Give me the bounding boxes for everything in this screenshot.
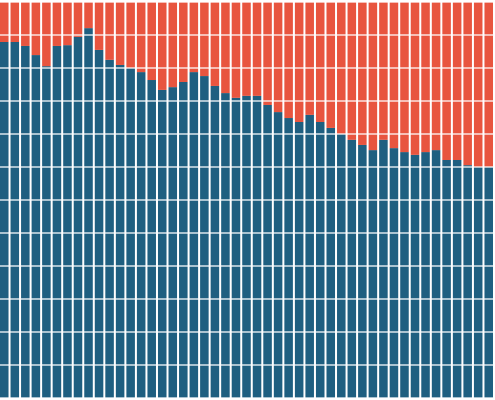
bar-segment — [484, 2, 493, 168]
bar-segment — [463, 165, 472, 398]
bar-segment — [168, 87, 178, 398]
bar-segment — [210, 85, 220, 399]
bar-segment — [273, 112, 283, 398]
bar-segment — [221, 93, 230, 398]
bar-segment — [326, 2, 336, 128]
bar-segment — [400, 152, 409, 398]
bar-segment — [168, 2, 178, 88]
bar-segment — [252, 2, 262, 96]
bar-segment — [115, 2, 125, 65]
bar-segment — [379, 139, 388, 399]
bar-segment — [0, 41, 9, 398]
bar-segment — [368, 2, 378, 151]
bar-segment — [358, 144, 367, 398]
bar-segment — [315, 121, 325, 398]
bar-segment — [42, 66, 51, 398]
bar-segment — [63, 45, 72, 398]
bar-segment — [347, 139, 357, 399]
bar-segment — [0, 2, 9, 42]
bar-segment — [431, 150, 441, 398]
bar-segment — [84, 2, 93, 29]
bar-segment — [294, 121, 304, 398]
bar-segment — [242, 2, 251, 96]
bar-segment — [94, 2, 104, 50]
bar-segment — [10, 2, 20, 42]
bar-segment — [73, 2, 83, 37]
bar-segment — [189, 72, 199, 398]
bar-segment — [389, 2, 399, 149]
bar-segment — [463, 2, 472, 166]
bar-segment — [179, 81, 188, 398]
bar-segment — [21, 45, 30, 399]
bar-segment — [421, 152, 430, 398]
bar-segment — [284, 2, 293, 119]
bar-segment — [210, 2, 220, 86]
bar-segment — [263, 104, 272, 399]
bar-segment — [252, 95, 262, 399]
bar-segment — [42, 2, 51, 67]
bar-segment — [410, 154, 420, 398]
bar-segment — [31, 55, 41, 399]
bar-segment — [473, 2, 483, 168]
bar-segment — [105, 2, 114, 60]
bar-segment — [200, 2, 209, 77]
bar-segment — [115, 64, 125, 399]
bar-segment — [389, 148, 399, 398]
bar-segment — [421, 2, 430, 153]
bar-segment — [10, 41, 20, 398]
bar-segment — [442, 2, 451, 161]
bar-segment — [410, 2, 420, 155]
bar-segment — [231, 97, 241, 398]
bar-segment — [305, 2, 314, 115]
bar-segment — [452, 2, 462, 161]
bar-segment — [263, 2, 272, 105]
bar-segment — [368, 150, 378, 398]
bar-segment — [379, 2, 388, 140]
bar-segment — [358, 2, 367, 145]
bar-segment — [284, 118, 293, 398]
bar-segment — [136, 72, 146, 398]
bar-segment — [147, 2, 156, 81]
bar-segment — [52, 45, 62, 399]
bar-segment — [452, 160, 462, 398]
bar-segment — [157, 2, 167, 90]
bar-segment — [84, 28, 93, 399]
bar-segment — [179, 2, 188, 82]
bar-segment — [442, 160, 451, 398]
bar-segment — [52, 2, 62, 46]
bar-segment — [31, 2, 41, 56]
bar-segment — [400, 2, 409, 153]
bar-segment — [231, 2, 241, 98]
bar-segment — [136, 2, 146, 73]
bar-segment — [273, 2, 283, 113]
bar-segment — [294, 2, 304, 122]
bar-segment — [431, 2, 441, 151]
bar-segment — [21, 2, 30, 46]
bar-segment — [473, 167, 483, 398]
bar-segment — [484, 167, 493, 398]
bar-segment — [326, 127, 336, 398]
bar-segment — [315, 2, 325, 122]
bar-segment — [94, 49, 104, 398]
bar-segment — [147, 80, 156, 399]
bar-segment — [189, 2, 199, 73]
bar-segment — [105, 59, 114, 398]
bar-segment — [305, 114, 314, 399]
bar-segment — [347, 2, 357, 140]
bar-segment — [221, 2, 230, 94]
bar-segment — [242, 95, 251, 399]
bar-segment — [63, 2, 72, 46]
bar-segment — [73, 36, 83, 399]
bar-segment — [157, 89, 167, 399]
bar-segment — [200, 76, 209, 398]
